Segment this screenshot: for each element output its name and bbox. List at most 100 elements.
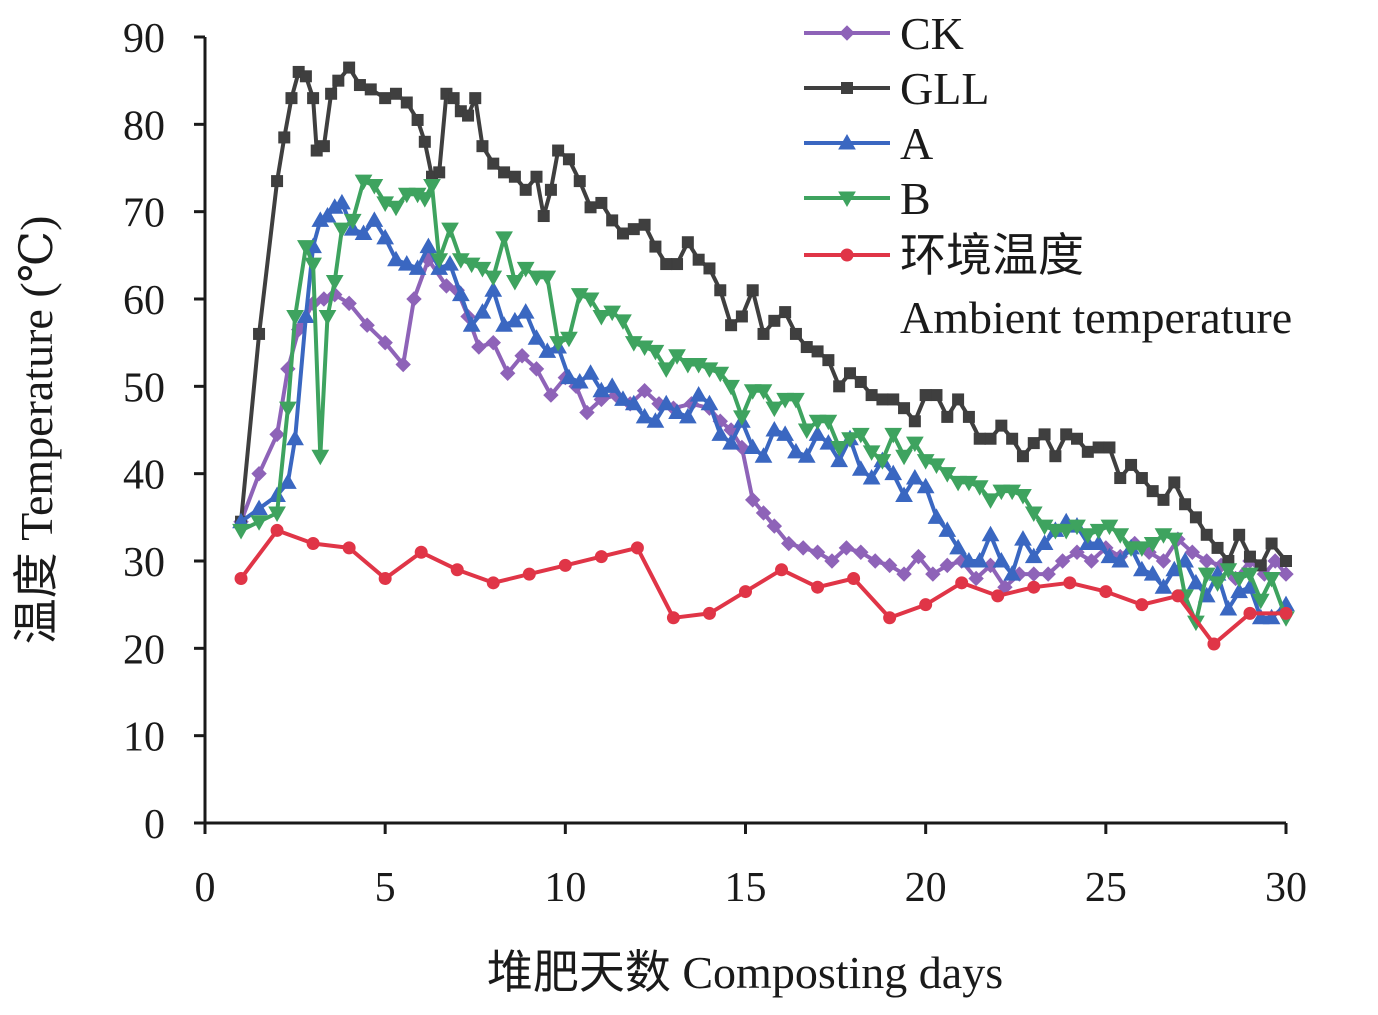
data-point xyxy=(279,401,297,418)
data-point xyxy=(883,611,897,625)
data-point xyxy=(495,231,513,247)
data-point xyxy=(725,319,738,332)
data-point xyxy=(1179,498,1192,511)
data-point xyxy=(895,449,913,466)
data-point xyxy=(668,403,686,420)
data-point xyxy=(325,87,338,100)
x-tick-label: 0 xyxy=(195,865,216,911)
data-point xyxy=(995,419,1008,432)
data-point xyxy=(970,551,989,568)
series-1 xyxy=(235,61,1292,572)
data-point xyxy=(514,348,530,364)
data-point xyxy=(1265,537,1278,550)
data-point xyxy=(359,317,375,333)
data-point xyxy=(616,227,629,240)
data-point xyxy=(268,506,286,522)
data-point xyxy=(1208,576,1227,592)
data-point xyxy=(949,475,967,492)
data-point xyxy=(595,196,608,209)
data-point xyxy=(1135,598,1149,612)
data-point xyxy=(702,606,716,620)
data-point xyxy=(862,469,881,485)
data-point xyxy=(851,427,870,444)
x-tick-label: 20 xyxy=(905,865,947,911)
data-point xyxy=(991,589,1005,603)
data-point xyxy=(865,389,878,402)
data-point xyxy=(462,316,481,332)
data-point xyxy=(768,314,781,327)
data-point xyxy=(581,364,600,380)
x-tick-label: 5 xyxy=(375,865,396,911)
data-point xyxy=(808,414,827,431)
data-point xyxy=(895,486,913,502)
x-tick-label: 10 xyxy=(544,865,586,911)
data-point xyxy=(579,404,595,421)
data-point xyxy=(635,407,654,424)
data-point xyxy=(1035,534,1054,551)
legend-label: A xyxy=(900,118,933,169)
data-point xyxy=(630,541,644,555)
series-0 xyxy=(233,251,1294,595)
data-point xyxy=(739,585,752,599)
data-point xyxy=(1114,472,1127,485)
data-point xyxy=(627,223,640,236)
data-point xyxy=(703,262,716,275)
data-point xyxy=(646,412,665,428)
data-point xyxy=(925,566,941,582)
data-point xyxy=(332,74,345,87)
data-point xyxy=(1243,606,1257,620)
data-point xyxy=(286,429,304,446)
data-point xyxy=(884,427,903,444)
data-point xyxy=(423,178,441,195)
data-point xyxy=(787,392,805,409)
data-point xyxy=(1122,541,1140,557)
y-tick-label: 30 xyxy=(123,540,165,586)
data-point xyxy=(744,492,761,508)
data-point xyxy=(824,553,840,569)
data-point xyxy=(311,449,330,466)
data-point xyxy=(1157,493,1170,506)
data-point xyxy=(754,384,773,400)
data-point xyxy=(808,425,827,441)
data-point xyxy=(981,493,1000,509)
data-point xyxy=(678,358,697,374)
data-point xyxy=(1024,547,1043,564)
data-point xyxy=(364,83,377,96)
data-point xyxy=(400,96,413,109)
data-point xyxy=(484,281,503,297)
data-point xyxy=(1111,528,1130,544)
data-point xyxy=(498,166,511,179)
data-point xyxy=(527,270,546,287)
x-tick-label: 15 xyxy=(725,865,767,911)
data-point xyxy=(624,394,643,411)
data-point xyxy=(418,135,431,148)
data-point xyxy=(353,79,366,92)
data-point xyxy=(232,523,250,540)
data-point xyxy=(981,525,1000,542)
data-point xyxy=(1243,550,1256,563)
data-point xyxy=(1267,553,1283,569)
legend-swatch-marker xyxy=(840,248,854,262)
data-point xyxy=(1103,441,1116,454)
x-tick-label: 30 xyxy=(1265,865,1307,911)
data-point xyxy=(318,309,337,326)
series-line xyxy=(240,179,1288,625)
data-point xyxy=(797,447,816,463)
data-point xyxy=(755,505,772,521)
data-point xyxy=(1197,567,1216,584)
data-point xyxy=(544,183,557,196)
data-point xyxy=(516,261,535,278)
data-point xyxy=(438,278,455,294)
data-point xyxy=(711,366,730,383)
data-point xyxy=(560,368,578,385)
data-point xyxy=(657,362,676,378)
data-point xyxy=(660,258,673,271)
data-point xyxy=(325,275,344,291)
data-point xyxy=(1262,571,1281,588)
data-point xyxy=(1254,559,1267,572)
data-point xyxy=(833,380,846,393)
data-point xyxy=(558,558,572,572)
data-point xyxy=(414,545,428,559)
data-point xyxy=(415,192,434,208)
x-axis-title: 堆肥天数 Composting days xyxy=(487,947,1003,998)
